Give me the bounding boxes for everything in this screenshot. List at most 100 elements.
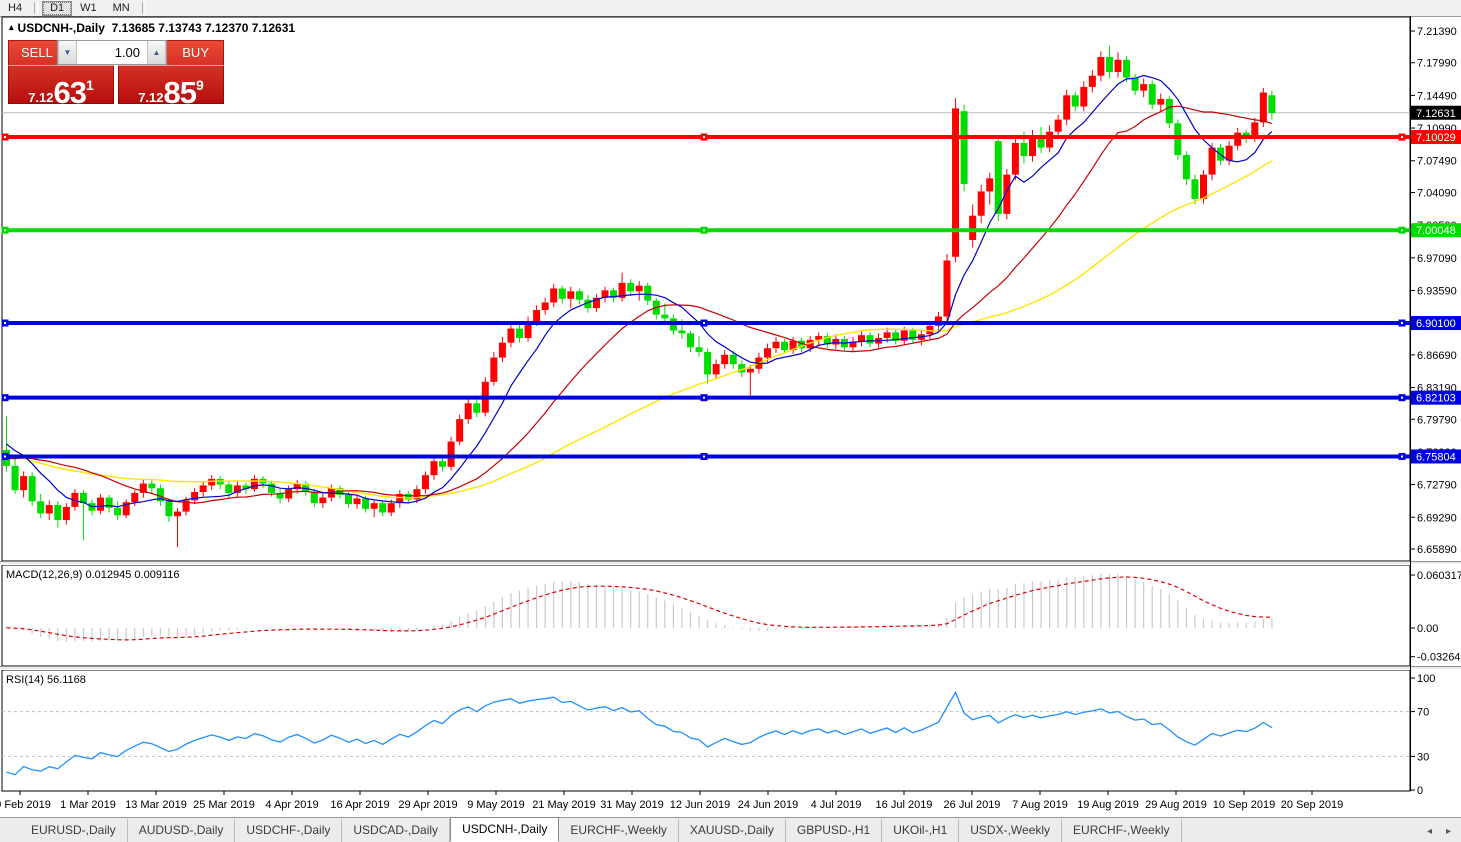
svg-text:7.10029: 7.10029 bbox=[1416, 132, 1456, 144]
timeframe-h4-button[interactable]: H4 bbox=[8, 2, 23, 14]
svg-text:29 Apr 2019: 29 Apr 2019 bbox=[398, 799, 457, 811]
date-axis: 19 Feb 2019 1 Mar 2019 13 Mar 2019 25 Mar 2… bbox=[0, 791, 1343, 811]
svg-text:6.82103: 6.82103 bbox=[1416, 393, 1456, 405]
rsi-pane bbox=[2, 690, 1409, 776]
sell-price-sup: 1 bbox=[86, 77, 94, 93]
svg-text:6.72790: 6.72790 bbox=[1417, 480, 1457, 492]
volume-decrease-button[interactable]: ▼ bbox=[58, 41, 77, 64]
one-click-trade-panel: SELL 7.12631 BUY 7.12859 ▼ 1.00 ▲ bbox=[8, 40, 224, 110]
svg-text:13 Mar 2019: 13 Mar 2019 bbox=[125, 799, 187, 811]
volume-spinner: ▼ 1.00 ▲ bbox=[57, 40, 167, 65]
svg-text:100: 100 bbox=[1417, 673, 1435, 685]
volume-input[interactable]: 1.00 bbox=[114, 45, 140, 60]
svg-text:20 Sep 2019: 20 Sep 2019 bbox=[1281, 799, 1343, 811]
svg-text:6.97090: 6.97090 bbox=[1417, 253, 1457, 265]
svg-text:7.14490: 7.14490 bbox=[1417, 90, 1457, 102]
svg-text:30: 30 bbox=[1417, 751, 1429, 763]
tab-scroll-left-icon[interactable]: ◂ bbox=[1426, 826, 1432, 837]
toolbar-separator bbox=[34, 2, 39, 14]
svg-text:7.17990: 7.17990 bbox=[1417, 58, 1457, 70]
sell-price-prefix: 7.12 bbox=[28, 90, 54, 105]
svg-text:10 Sep 2019: 10 Sep 2019 bbox=[1213, 799, 1275, 811]
current-price-label: 7.12631 bbox=[1411, 105, 1461, 120]
svg-text:6.90100: 6.90100 bbox=[1416, 318, 1456, 330]
volume-increase-button[interactable]: ▲ bbox=[147, 41, 166, 64]
svg-text:6.93590: 6.93590 bbox=[1417, 285, 1457, 297]
sell-price: 7.12631 bbox=[8, 66, 114, 110]
svg-text:19 Feb 2019: 19 Feb 2019 bbox=[0, 799, 51, 811]
collapse-arrow-icon[interactable]: ▴ bbox=[9, 22, 14, 32]
ma-line-8 bbox=[6, 74, 1273, 508]
chart-tab-usdcnh-daily[interactable]: USDCNH-,Daily bbox=[450, 817, 560, 842]
svg-text:70: 70 bbox=[1417, 707, 1429, 719]
horizontal-lines[interactable]: 7.10029 7.00048 6.90100 6.82103 6.75804 bbox=[1, 130, 1461, 464]
chart-tabbar: EURUSD-,Daily AUDUSD-,Daily USDCHF-,Daily U… bbox=[0, 817, 1461, 842]
svg-text:7.00048: 7.00048 bbox=[1416, 225, 1456, 237]
chart-canvas[interactable]: 7.213907.179907.144907.109907.074907.040… bbox=[0, 16, 1461, 817]
macd-signal-line bbox=[6, 576, 1272, 641]
svg-text:7.07490: 7.07490 bbox=[1417, 156, 1457, 168]
svg-text:4 Apr 2019: 4 Apr 2019 bbox=[265, 799, 318, 811]
timeframe-d1-button[interactable]: D1 bbox=[42, 0, 73, 16]
svg-text:6.75804: 6.75804 bbox=[1416, 451, 1456, 463]
rsi-line bbox=[6, 690, 1273, 776]
timeframe-mn-button[interactable]: MN bbox=[112, 2, 130, 14]
chart-tab-usdcad-daily[interactable]: USDCAD-,Daily bbox=[342, 819, 451, 842]
chart-tab-eurusd-daily[interactable]: EURUSD-,Daily bbox=[20, 819, 128, 842]
svg-text:0: 0 bbox=[1417, 785, 1423, 797]
macd-label: MACD(12,26,9) 0.012945 0.009116 bbox=[6, 569, 179, 581]
svg-text:6.65890: 6.65890 bbox=[1417, 544, 1457, 556]
chart-tab-ukoil-h1[interactable]: UKOil-,H1 bbox=[882, 819, 960, 842]
svg-text:6.86690: 6.86690 bbox=[1417, 350, 1457, 362]
svg-text:7.21390: 7.21390 bbox=[1417, 26, 1457, 38]
svg-text:0.00: 0.00 bbox=[1417, 623, 1438, 635]
svg-text:7.12631: 7.12631 bbox=[1416, 108, 1456, 120]
chart-symbol: USDCNH-,Daily bbox=[17, 21, 105, 35]
chart-title: ▴ USDCNH-,Daily 7.13685 7.13743 7.12370 7… bbox=[9, 21, 295, 35]
chart-tab-eurchf-weekly[interactable]: EURCHF-,Weekly bbox=[559, 819, 679, 842]
chart-tab-gbpusd-h1[interactable]: GBPUSD-,H1 bbox=[786, 819, 883, 842]
svg-text:12 Jun 2019: 12 Jun 2019 bbox=[670, 799, 731, 811]
candles bbox=[3, 45, 1276, 548]
svg-text:26 Jul 2019: 26 Jul 2019 bbox=[944, 799, 1001, 811]
svg-text:29 Aug 2019: 29 Aug 2019 bbox=[1145, 799, 1207, 811]
timeframe-toolbar: H4 D1 W1 MN bbox=[0, 0, 1461, 17]
svg-text:16 Jul 2019: 16 Jul 2019 bbox=[876, 799, 933, 811]
buy-button[interactable]: BUY bbox=[118, 40, 224, 66]
svg-text:16 Apr 2019: 16 Apr 2019 bbox=[330, 799, 389, 811]
svg-text:25 Mar 2019: 25 Mar 2019 bbox=[193, 799, 255, 811]
tab-scroll-buttons: ◂ ▸ bbox=[1427, 826, 1451, 842]
sell-price-main: 63 bbox=[53, 75, 87, 110]
buy-price-sup: 9 bbox=[196, 77, 204, 93]
svg-text:7.04090: 7.04090 bbox=[1417, 187, 1457, 199]
tab-scroll-right-icon[interactable]: ▸ bbox=[1445, 826, 1451, 837]
ma-line-45 bbox=[6, 160, 1273, 499]
buy-price-main: 85 bbox=[163, 75, 197, 110]
chart-tab-usdx-weekly[interactable]: USDX-,Weekly bbox=[959, 819, 1063, 842]
svg-text:1 Mar 2019: 1 Mar 2019 bbox=[60, 799, 116, 811]
buy-panel[interactable]: BUY 7.12859 bbox=[118, 40, 224, 110]
chart-tab-xauusd-daily[interactable]: XAUUSD-,Daily bbox=[679, 819, 786, 842]
svg-text:24 Jun 2019: 24 Jun 2019 bbox=[738, 799, 799, 811]
svg-text:19 Aug 2019: 19 Aug 2019 bbox=[1077, 799, 1139, 811]
svg-text:4 Jul 2019: 4 Jul 2019 bbox=[811, 799, 862, 811]
rsi-label: RSI(14) 56.1168 bbox=[6, 674, 86, 686]
chart-tab-audusd-daily[interactable]: AUDUSD-,Daily bbox=[128, 819, 236, 842]
chart-ohlc-values: 7.13685 7.13743 7.12370 7.12631 bbox=[111, 21, 296, 35]
toolbar-separator bbox=[141, 2, 146, 14]
buy-price: 7.12859 bbox=[118, 66, 224, 110]
timeframe-w1-button[interactable]: W1 bbox=[80, 2, 97, 14]
svg-text:6.79790: 6.79790 bbox=[1417, 414, 1457, 426]
svg-text:-0.032648: -0.032648 bbox=[1417, 652, 1461, 664]
svg-text:31 May 2019: 31 May 2019 bbox=[600, 799, 664, 811]
buy-price-prefix: 7.12 bbox=[138, 90, 164, 105]
ma-line-20 bbox=[6, 105, 1273, 504]
macd-pane bbox=[5, 573, 1273, 642]
svg-text:7 Aug 2019: 7 Aug 2019 bbox=[1012, 799, 1068, 811]
svg-text:6.69290: 6.69290 bbox=[1417, 512, 1457, 524]
chart-tab-eurchf-weekly[interactable]: EURCHF-,Weekly bbox=[1062, 819, 1182, 842]
svg-text:9 May 2019: 9 May 2019 bbox=[467, 799, 524, 811]
sell-button[interactable]: SELL bbox=[8, 40, 114, 66]
chart-tab-usdchf-daily[interactable]: USDCHF-,Daily bbox=[235, 819, 343, 842]
